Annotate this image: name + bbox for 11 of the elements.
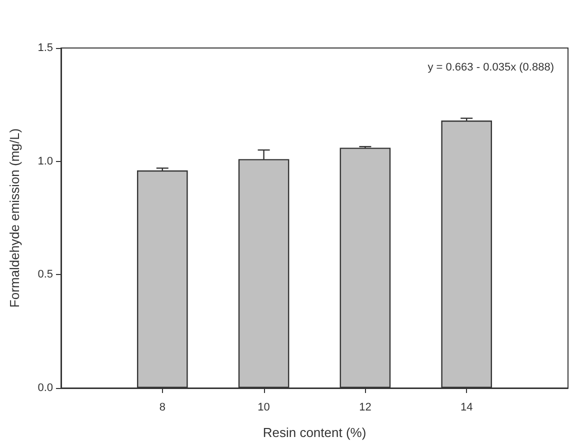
y-axis-title: Formaldehyde emission (mg/L) bbox=[7, 128, 22, 308]
x-tick-label: 8 bbox=[159, 402, 166, 414]
x-tick-label: 14 bbox=[460, 402, 473, 414]
y-tick-label: 0.0 bbox=[38, 382, 53, 394]
x-tick-label: 12 bbox=[359, 402, 372, 414]
y-tick-label: 1.5 bbox=[38, 42, 53, 54]
y-tick-label: 0.5 bbox=[38, 268, 53, 281]
x-axis-title: Resin content (%) bbox=[262, 425, 366, 440]
x-tick-label: 10 bbox=[258, 402, 270, 414]
y-tick-label: 1.0 bbox=[38, 155, 53, 168]
annotation: y = 0.663 - 0.035x (0.888) bbox=[428, 62, 554, 74]
